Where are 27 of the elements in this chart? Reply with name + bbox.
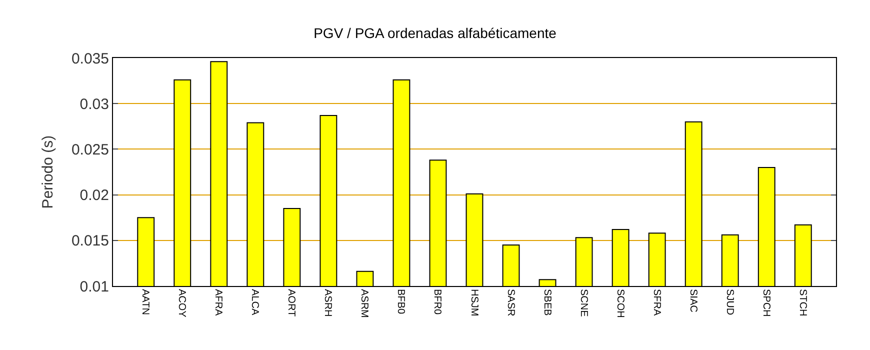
x-tick-label: SPCH bbox=[760, 289, 772, 317]
x-tick-label: ACOY bbox=[176, 289, 188, 318]
y-axis-title: Periodo (s) bbox=[40, 135, 57, 209]
y-tick-label: 0.035 bbox=[71, 50, 109, 68]
x-tick-label: SBEB bbox=[541, 289, 552, 316]
y-tick-label: 0.01 bbox=[80, 278, 109, 296]
y-tick-label: 0.02 bbox=[80, 187, 109, 204]
x-tick-label: AATN bbox=[140, 289, 151, 315]
x-tick-label: SASR bbox=[504, 289, 516, 316]
x-tick-label: BFR0 bbox=[432, 289, 443, 315]
y-tick-label: 0.025 bbox=[71, 141, 109, 158]
x-tick-label: SFRA bbox=[650, 289, 662, 316]
chart-title: PGV / PGA ordenadas alfabéticamente bbox=[314, 24, 557, 41]
x-tick-label: ASRH bbox=[322, 289, 334, 317]
x-tick-label: STCH bbox=[796, 289, 808, 316]
y-tick-label: 0.015 bbox=[71, 232, 109, 250]
x-tick-label: AORT bbox=[286, 289, 297, 317]
x-tick-label: ALCA bbox=[249, 289, 260, 316]
x-tick-label: ASRM bbox=[358, 289, 370, 318]
x-tick-label: SIAC bbox=[687, 289, 698, 312]
y-tick-label: 0.03 bbox=[80, 96, 109, 113]
x-tick-label: SCOH bbox=[614, 289, 626, 318]
x-tick-label: BFB0 bbox=[395, 289, 406, 314]
x-tick-label: HSJM bbox=[468, 289, 480, 316]
x-tick-label: AFRA bbox=[212, 289, 224, 316]
x-tick-label: SJUD bbox=[724, 289, 735, 316]
x-tick-label: SCNE bbox=[578, 289, 589, 318]
